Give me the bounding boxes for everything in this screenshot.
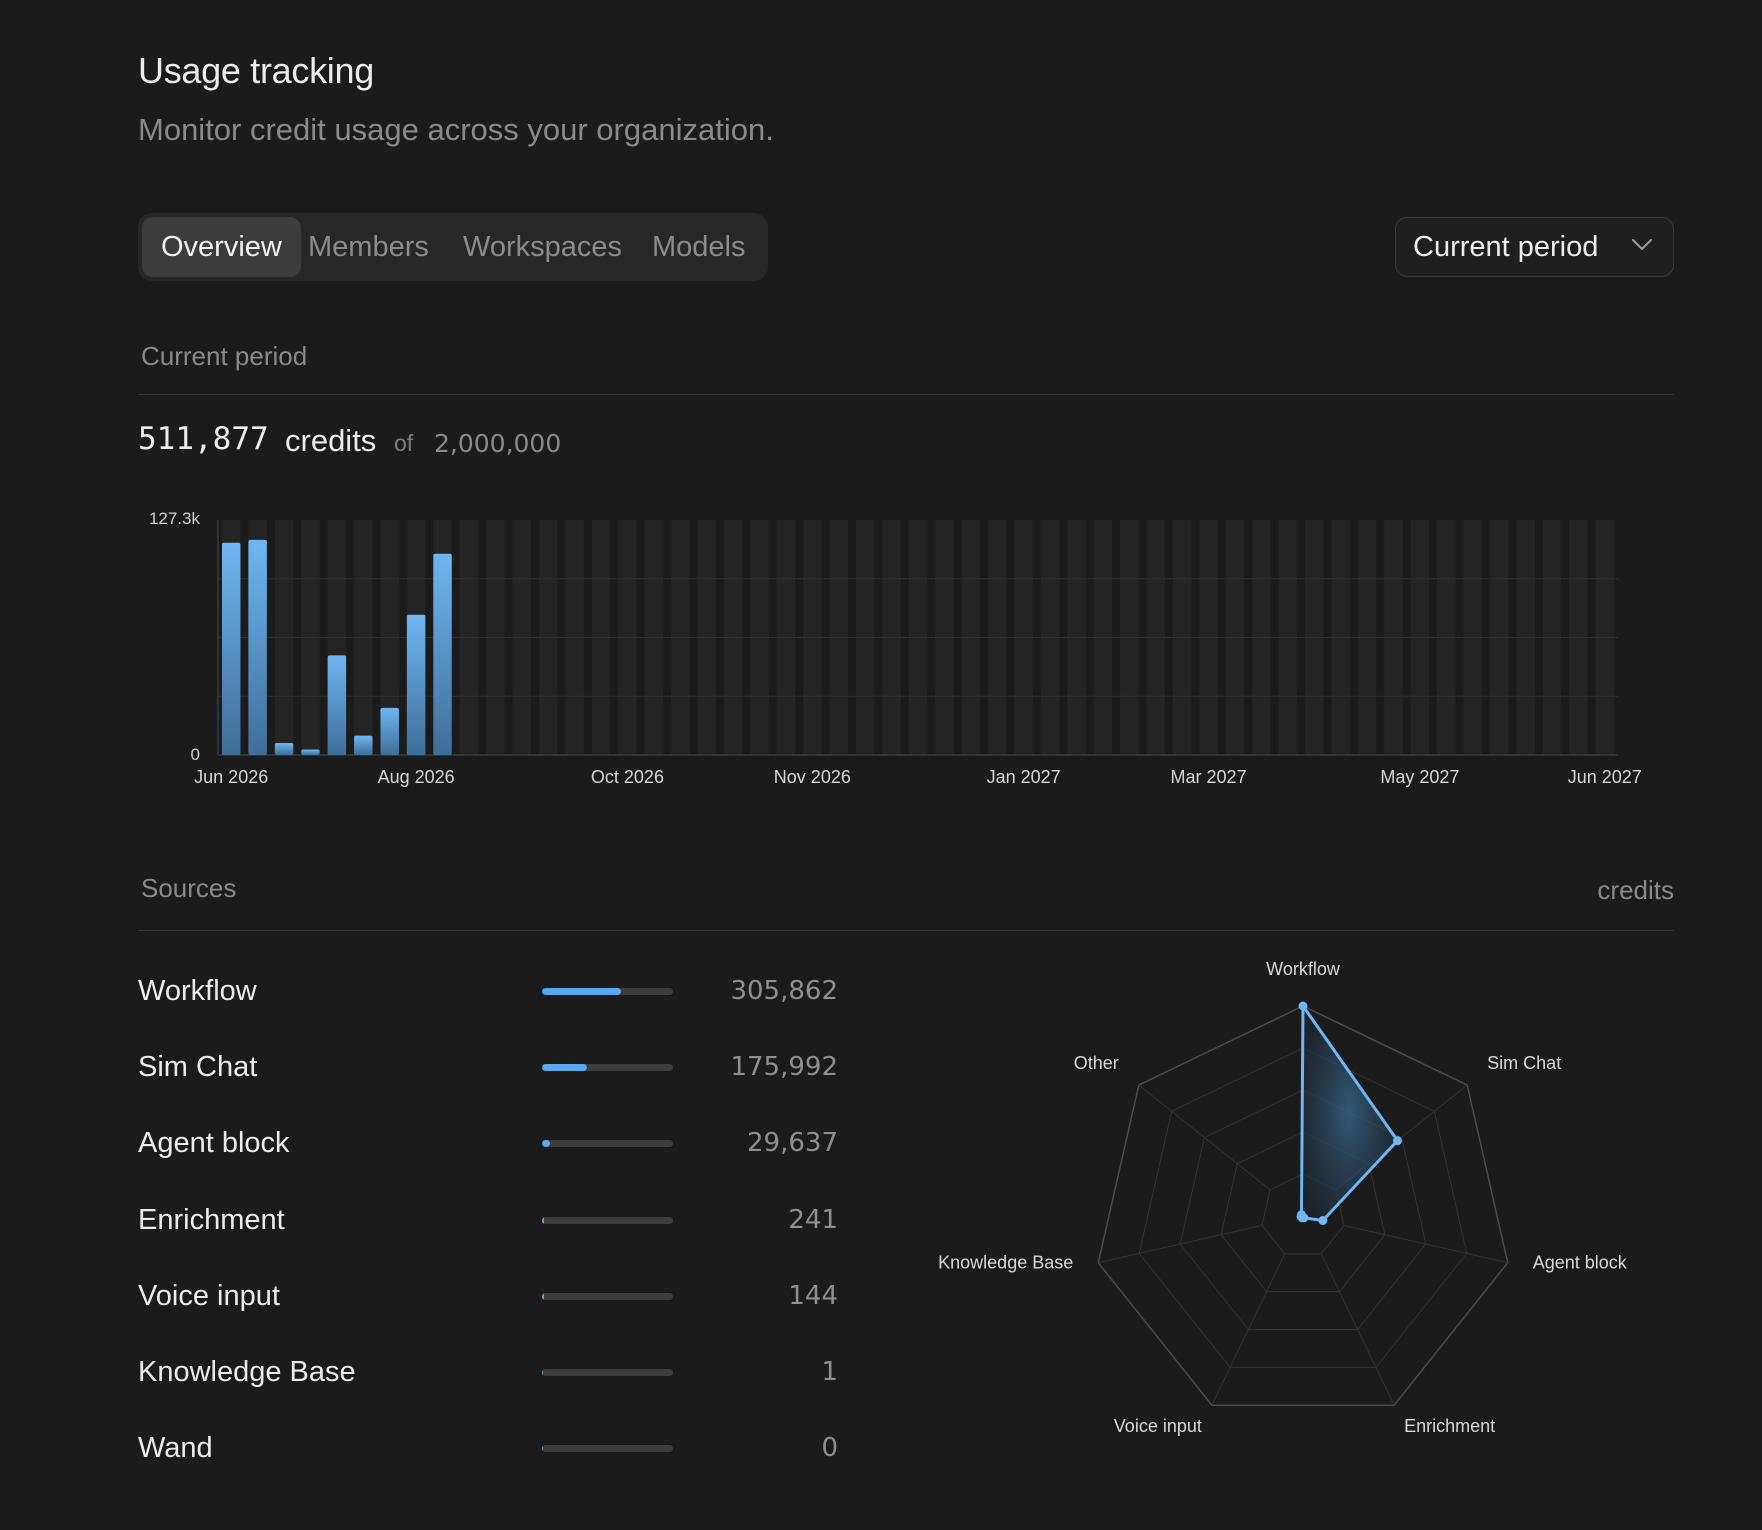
credits-limit-value: 2,000,000: [434, 429, 562, 458]
bar[interactable]: [274, 743, 294, 755]
radar-point[interactable]: [1296, 1210, 1306, 1220]
source-progress-fill: [542, 1064, 588, 1072]
bar[interactable]: [221, 542, 241, 755]
source-row: Agent block 29,637: [138, 1123, 838, 1163]
x-tick-label: Aug 2026: [378, 767, 455, 787]
radar-spoke: [1320, 1253, 1395, 1406]
x-tick-label: Jan 2027: [987, 767, 1061, 787]
radar-spoke: [1138, 1084, 1271, 1191]
tab-overview[interactable]: Overview: [142, 217, 301, 277]
source-value: 305,862: [730, 976, 838, 1006]
source-name: Wand: [138, 1432, 213, 1465]
x-tick-label: Mar 2027: [1171, 767, 1247, 787]
period-select[interactable]: Current period: [1395, 217, 1674, 277]
radar-spoke: [1211, 1253, 1286, 1406]
x-tick-label: Jun 2027: [1568, 767, 1642, 787]
source-progress-fill: [542, 1445, 544, 1453]
radar-point[interactable]: [1298, 1001, 1308, 1011]
source-progress-bar: [542, 1292, 673, 1300]
tab-workspaces[interactable]: Workspaces: [463, 231, 623, 263]
y-tick-label: 127.3k: [149, 509, 201, 528]
source-progress-bar: [542, 1445, 673, 1453]
source-value: 175,992: [730, 1052, 838, 1083]
source-progress-bar: [542, 988, 673, 995]
source-progress-fill: [542, 988, 621, 995]
radar-point[interactable]: [1318, 1216, 1328, 1226]
tab-bar: Overview Members Workspaces Models: [138, 213, 768, 281]
source-name: Workflow: [138, 975, 257, 1007]
y-tick-label: 0: [191, 745, 200, 764]
source-progress-bar: [542, 1064, 673, 1072]
current-period-label: Current period: [141, 341, 308, 371]
source-progress-fill: [542, 1292, 544, 1300]
credits-of-label: of: [394, 430, 414, 456]
source-value: 241: [788, 1204, 838, 1235]
radar-axis-label: Other: [1074, 1053, 1119, 1073]
source-progress-fill: [542, 1216, 544, 1224]
radar-axis-label: Sim Chat: [1487, 1053, 1561, 1073]
source-value: 29,637: [747, 1128, 838, 1159]
radar-ring: [1138, 1047, 1468, 1368]
sources-radar-chart: Workflow Sim Chat Agent block Enrichment Voi…: [938, 959, 1628, 1436]
source-name: Sim Chat: [138, 1051, 258, 1084]
bar[interactable]: [327, 655, 347, 755]
tab-models[interactable]: Models: [652, 231, 746, 263]
source-row: Sim Chat 175,992: [138, 1047, 838, 1087]
bar[interactable]: [354, 735, 373, 755]
source-progress-bar: [542, 1369, 673, 1376]
x-tick-label: May 2027: [1380, 767, 1459, 787]
radar-spoke: [1343, 1224, 1508, 1264]
radar-axis-label: Workflow: [1266, 959, 1341, 979]
bar[interactable]: [380, 707, 399, 755]
source-row: Enrichment 241: [138, 1200, 838, 1240]
source-name: Enrichment: [138, 1203, 285, 1236]
source-value: 0: [821, 1433, 838, 1464]
source-progress-fill: [542, 1140, 550, 1148]
radar-spoke: [1098, 1224, 1263, 1264]
source-name: Voice input: [138, 1279, 280, 1312]
bar[interactable]: [406, 614, 426, 755]
divider: [138, 930, 1674, 931]
tab-members[interactable]: Members: [308, 231, 429, 263]
sources-label: Sources: [141, 873, 237, 903]
source-value: 144: [788, 1280, 838, 1311]
bar[interactable]: [248, 539, 267, 755]
radar-axis-label: Voice input: [1114, 1416, 1202, 1436]
radar-axis-label: Agent block: [1533, 1253, 1628, 1273]
x-tick-label: Jun 2026: [194, 767, 268, 787]
chevron-down-icon: [1632, 239, 1652, 250]
bar[interactable]: [301, 749, 320, 755]
divider: [138, 394, 1674, 395]
page-title: Usage tracking: [138, 50, 374, 91]
source-row: Knowledge Base 1: [138, 1352, 838, 1392]
source-row: Voice input 144: [138, 1276, 838, 1316]
radar-axis-label: Knowledge Base: [938, 1253, 1073, 1273]
period-select-value: Current period: [1413, 231, 1599, 263]
radar-point[interactable]: [1392, 1136, 1402, 1146]
page-subtitle: Monitor credit usage across your organiz…: [138, 112, 774, 147]
source-value: 1: [821, 1357, 838, 1387]
radar-axis-label: Enrichment: [1404, 1416, 1495, 1436]
source-row: Wand 0: [138, 1428, 838, 1468]
source-name: Knowledge Base: [138, 1356, 356, 1388]
x-tick-label: Oct 2026: [591, 767, 664, 787]
radar-ring: [1097, 1005, 1509, 1406]
radar-ring: [1220, 1131, 1386, 1293]
usage-bar-chart: 127.3k 0 Jun 2026 Aug 2026 Oct 2026 Nov 2026 J…: [149, 509, 1642, 787]
x-tick-label: Nov 2026: [774, 767, 851, 787]
credits-unit-label: credits: [285, 423, 377, 458]
source-progress-fill: [542, 1369, 544, 1376]
source-progress-bar: [542, 1216, 673, 1224]
source-name: Agent block: [138, 1127, 290, 1160]
credits-used-value: 511,877: [138, 421, 269, 457]
radar-series: [1299, 1004, 1399, 1223]
bar[interactable]: [433, 553, 452, 755]
source-progress-bar: [542, 1140, 673, 1148]
radar-ring: [1179, 1089, 1427, 1331]
sources-unit-label: credits: [1597, 875, 1674, 905]
source-row: Workflow 305,862: [138, 971, 838, 1011]
